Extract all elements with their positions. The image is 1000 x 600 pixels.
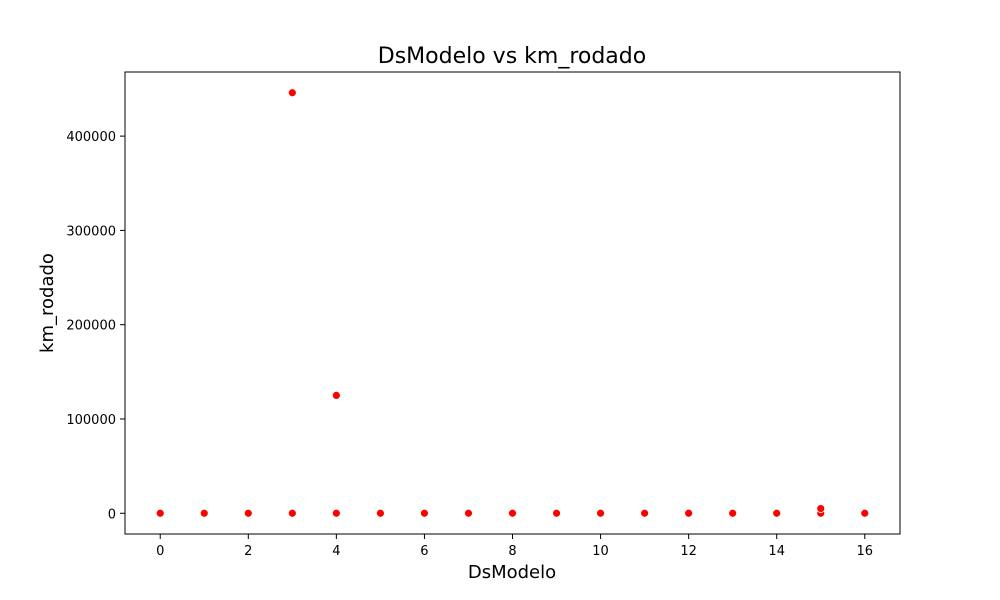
data-point (420, 508, 429, 518)
data-point (552, 508, 561, 518)
x-tick-label: 2 (244, 544, 252, 559)
data-points (155, 88, 870, 518)
y-tick-label: 0 (108, 507, 116, 522)
data-point (728, 508, 738, 518)
x-tick-label: 14 (768, 544, 785, 559)
data-point (816, 504, 826, 513)
data-point (287, 88, 297, 98)
plot-area (124, 71, 901, 535)
y-tick-label: 400000 (66, 130, 116, 145)
data-point (331, 390, 341, 400)
data-point (596, 508, 605, 518)
chart-title: DsModelo vs km_rodado (378, 44, 646, 69)
x-tick-label: 8 (508, 544, 516, 559)
x-tick-label: 10 (592, 544, 609, 559)
x-tick-label: 4 (332, 544, 340, 559)
data-point (331, 508, 341, 518)
data-point (772, 508, 782, 518)
data-point (860, 508, 870, 518)
data-point (464, 508, 473, 518)
y-tick-label: 300000 (66, 224, 116, 239)
data-point (508, 508, 517, 518)
x-axis-ticks: 0 2 4 6 8 10 12 14 16 (156, 534, 873, 559)
x-axis-label: DsModelo (468, 562, 556, 583)
y-axis-ticks: 0 100000 200000 300000 400000 (66, 130, 125, 522)
data-point (199, 508, 209, 518)
x-tick-label: 12 (680, 544, 697, 559)
data-point (640, 508, 650, 518)
data-point (155, 508, 165, 518)
x-tick-label: 16 (856, 544, 873, 559)
y-axis-label: km_rodado (37, 253, 58, 353)
data-point (375, 508, 385, 518)
data-point (684, 508, 694, 518)
x-tick-label: 0 (156, 544, 164, 559)
data-point (243, 508, 253, 518)
data-point (287, 508, 297, 518)
y-tick-label: 200000 (66, 319, 116, 334)
x-tick-label: 6 (420, 544, 428, 559)
y-tick-label: 100000 (66, 413, 116, 428)
